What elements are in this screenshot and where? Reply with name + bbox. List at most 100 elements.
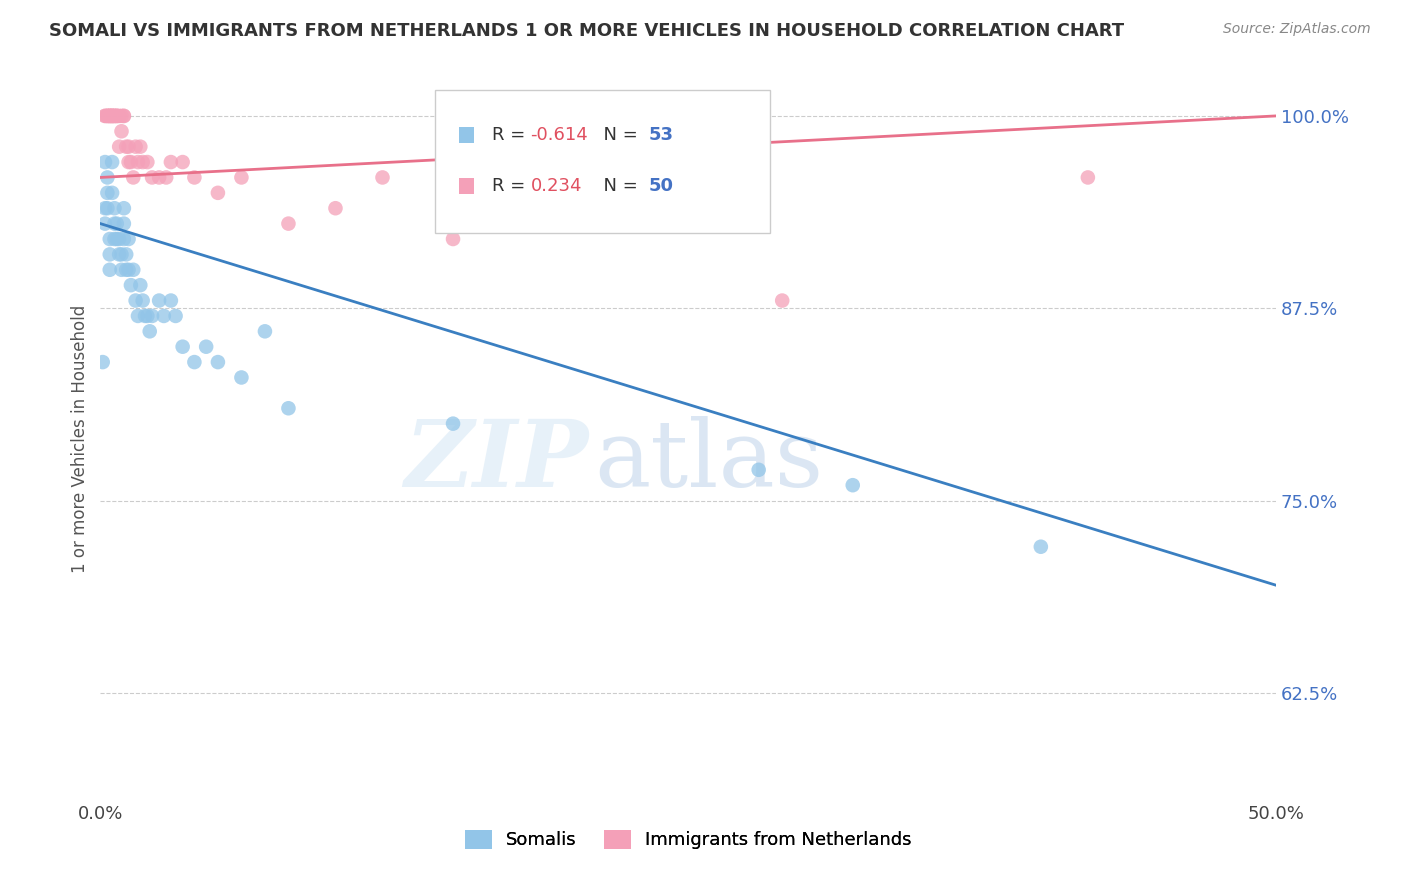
Point bbox=[165, 309, 187, 323]
Point bbox=[277, 217, 299, 231]
Point bbox=[441, 232, 464, 246]
Point bbox=[1029, 540, 1052, 554]
Point bbox=[112, 217, 135, 231]
Point bbox=[124, 139, 146, 153]
Point bbox=[117, 232, 139, 246]
Point bbox=[103, 109, 125, 123]
Point bbox=[141, 170, 163, 185]
Point bbox=[110, 262, 132, 277]
Point bbox=[105, 232, 128, 246]
Text: 50: 50 bbox=[648, 177, 673, 195]
Point bbox=[96, 109, 118, 123]
Point bbox=[117, 262, 139, 277]
Point bbox=[172, 155, 194, 169]
Point bbox=[136, 309, 159, 323]
Point bbox=[103, 217, 125, 231]
Point bbox=[108, 232, 131, 246]
Text: SOMALI VS IMMIGRANTS FROM NETHERLANDS 1 OR MORE VEHICLES IN HOUSEHOLD CORRELATIO: SOMALI VS IMMIGRANTS FROM NETHERLANDS 1 … bbox=[49, 22, 1125, 40]
Point bbox=[127, 309, 149, 323]
Point bbox=[108, 139, 131, 153]
Text: N =: N = bbox=[592, 177, 644, 195]
Point bbox=[108, 109, 131, 123]
Point bbox=[195, 340, 218, 354]
Point bbox=[842, 478, 865, 492]
Point bbox=[98, 232, 121, 246]
Point bbox=[441, 417, 464, 431]
Point bbox=[98, 109, 121, 123]
Point bbox=[112, 109, 135, 123]
Point bbox=[94, 155, 117, 169]
Point bbox=[138, 324, 160, 338]
Point bbox=[108, 247, 131, 261]
Point bbox=[103, 109, 125, 123]
Point bbox=[325, 201, 347, 215]
Point bbox=[129, 278, 152, 293]
Point bbox=[120, 278, 142, 293]
Point bbox=[207, 186, 229, 200]
Point bbox=[160, 155, 183, 169]
Point bbox=[277, 401, 299, 416]
Text: 53: 53 bbox=[648, 127, 673, 145]
Y-axis label: 1 or more Vehicles in Household: 1 or more Vehicles in Household bbox=[72, 305, 89, 574]
Point bbox=[122, 262, 145, 277]
Point bbox=[183, 170, 205, 185]
Point bbox=[172, 340, 194, 354]
Point bbox=[103, 201, 125, 215]
Text: atlas: atlas bbox=[595, 416, 824, 506]
Point bbox=[122, 170, 145, 185]
Point bbox=[94, 217, 117, 231]
Point bbox=[770, 293, 793, 308]
Point bbox=[160, 293, 183, 308]
Point bbox=[105, 109, 128, 123]
Point bbox=[101, 109, 124, 123]
Point bbox=[131, 155, 153, 169]
Point bbox=[112, 201, 135, 215]
Point bbox=[115, 262, 138, 277]
Point bbox=[231, 370, 253, 384]
Point bbox=[94, 201, 117, 215]
Point bbox=[96, 186, 118, 200]
FancyBboxPatch shape bbox=[436, 90, 770, 233]
Point bbox=[124, 293, 146, 308]
Point bbox=[98, 109, 121, 123]
Point bbox=[134, 309, 156, 323]
Point bbox=[148, 170, 170, 185]
Point bbox=[129, 139, 152, 153]
Point bbox=[101, 109, 124, 123]
Point bbox=[115, 139, 138, 153]
Point bbox=[105, 109, 128, 123]
Point bbox=[94, 109, 117, 123]
Text: R =: R = bbox=[492, 177, 531, 195]
Point bbox=[96, 109, 118, 123]
Point bbox=[117, 155, 139, 169]
Point bbox=[98, 247, 121, 261]
Point bbox=[110, 109, 132, 123]
Point bbox=[1077, 170, 1099, 185]
Point bbox=[96, 109, 118, 123]
Legend: Somalis, Immigrants from Netherlands: Somalis, Immigrants from Netherlands bbox=[457, 823, 920, 856]
Point bbox=[94, 109, 117, 123]
Point bbox=[101, 186, 124, 200]
Point bbox=[112, 232, 135, 246]
Point bbox=[105, 109, 128, 123]
Text: N =: N = bbox=[592, 127, 644, 145]
Point bbox=[98, 262, 121, 277]
FancyBboxPatch shape bbox=[458, 128, 474, 144]
Point bbox=[96, 201, 118, 215]
Point bbox=[112, 109, 135, 123]
Point bbox=[127, 155, 149, 169]
Point bbox=[183, 355, 205, 369]
Point bbox=[101, 155, 124, 169]
Point bbox=[748, 463, 770, 477]
Point bbox=[117, 139, 139, 153]
Point bbox=[98, 109, 121, 123]
Point bbox=[120, 155, 142, 169]
Point bbox=[136, 155, 159, 169]
Text: ZIP: ZIP bbox=[404, 416, 588, 506]
Point bbox=[207, 355, 229, 369]
Text: Source: ZipAtlas.com: Source: ZipAtlas.com bbox=[1223, 22, 1371, 37]
Point bbox=[110, 124, 132, 138]
Point bbox=[103, 109, 125, 123]
Point bbox=[98, 109, 121, 123]
Point bbox=[103, 232, 125, 246]
